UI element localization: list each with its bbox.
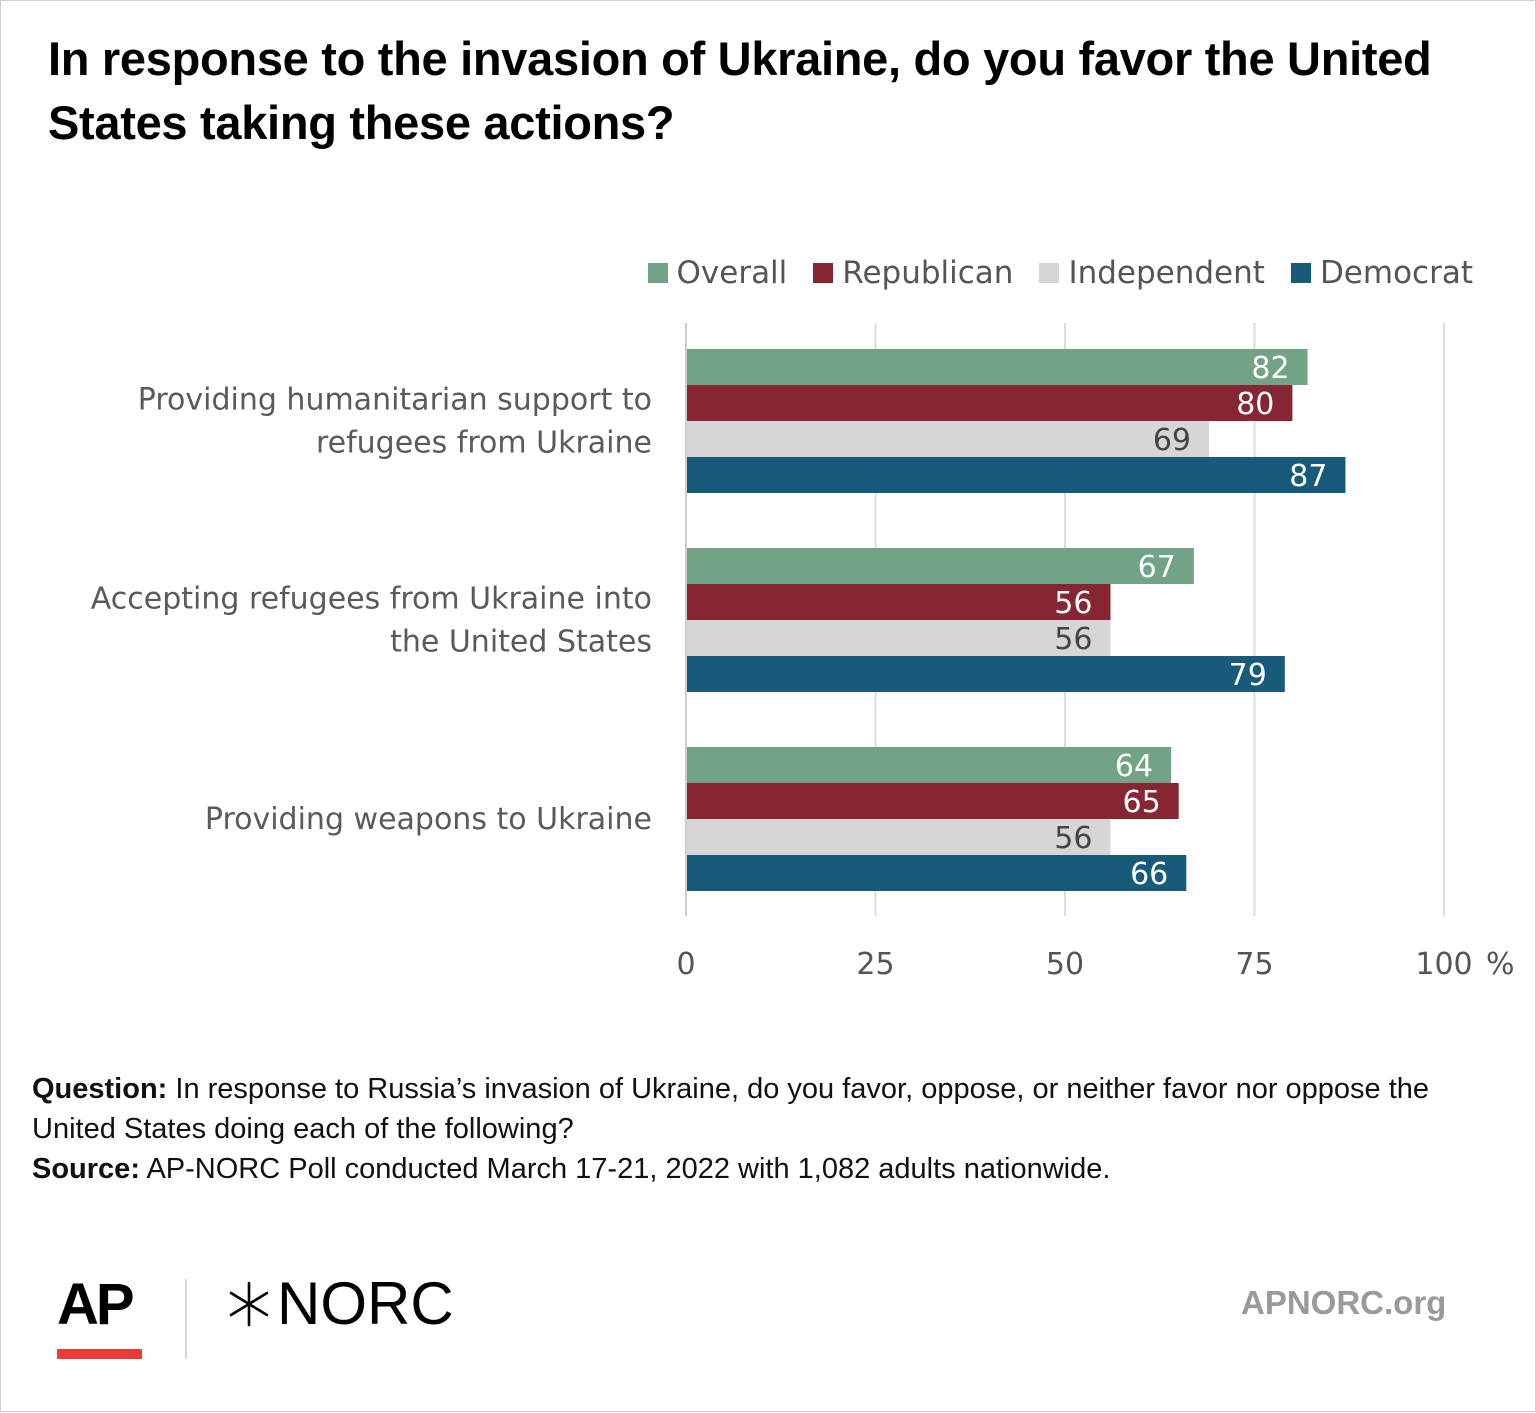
bar-value-label: 64 — [1115, 749, 1153, 784]
legend-item-overall: Overall — [647, 255, 788, 291]
bar-democrat — [686, 656, 1285, 692]
chart-notes: Question: In response to Russia’s invasi… — [32, 1069, 1472, 1189]
bar-republican — [686, 783, 1179, 819]
bar-value-label: 65 — [1123, 785, 1161, 820]
norc-logo: NORC — [223, 1269, 454, 1339]
x-tick-label: 0 — [676, 947, 695, 982]
chart-legend: Overall Republican Independent Democrat — [647, 251, 1473, 295]
bar-value-label: 69 — [1153, 423, 1191, 458]
category-label-line: the United States — [390, 625, 652, 660]
category-label-line: Providing weapons to Ukraine — [205, 802, 652, 837]
bar-democrat — [686, 855, 1187, 891]
bar-overall — [686, 747, 1172, 783]
legend-swatch — [813, 263, 834, 283]
x-tick-label: 25 — [856, 947, 894, 982]
bar-overall — [686, 349, 1308, 385]
category-label: Accepting refugees from Ukraine into the … — [91, 582, 652, 660]
bar-value-label: 56 — [1054, 622, 1092, 657]
bar-value-label: 87 — [1289, 459, 1327, 494]
logo-divider — [185, 1279, 187, 1359]
norc-star-icon — [229, 1281, 269, 1327]
source-text: AP-NORC Poll conducted March 17-21, 2022… — [146, 1153, 1111, 1185]
bar-value-label: 66 — [1130, 857, 1168, 892]
x-tick-label: 75 — [1235, 947, 1273, 982]
bar-independent — [686, 421, 1210, 457]
source-label: Source: — [32, 1153, 140, 1185]
bar-value-label: 67 — [1138, 550, 1176, 585]
legend-item-democrat: Democrat — [1290, 255, 1473, 291]
legend-swatch — [647, 263, 668, 283]
bar-value-label: 80 — [1236, 387, 1274, 422]
legend-item-republican: Republican — [813, 255, 1013, 291]
ap-logo: AP — [57, 1272, 135, 1337]
legend-label: Democrat — [1319, 255, 1473, 291]
bar-republican — [686, 584, 1111, 620]
bar-independent — [686, 620, 1111, 656]
x-axis-unit: % — [1486, 947, 1515, 982]
bar-democrat — [686, 457, 1346, 493]
question-text: In response to Russia’s invasion of Ukra… — [32, 1073, 1430, 1145]
legend-label: Independent — [1068, 255, 1265, 291]
bar-value-label: 79 — [1229, 658, 1267, 693]
category-label-line: Providing humanitarian support to — [138, 383, 652, 418]
category-label-line: Accepting refugees from Ukraine into — [91, 582, 652, 617]
ap-logo-underline — [57, 1349, 142, 1359]
bar-republican — [686, 385, 1293, 421]
bar-independent — [686, 819, 1111, 855]
legend-swatch — [1290, 263, 1311, 283]
bar-overall — [686, 548, 1194, 584]
legend-swatch — [1039, 263, 1060, 283]
bar-value-label: 56 — [1054, 586, 1092, 621]
question-label: Question: — [32, 1073, 168, 1105]
x-tick-label: 50 — [1046, 947, 1084, 982]
website-label: APNORC.org — [1241, 1284, 1447, 1321]
bar-value-label: 82 — [1251, 351, 1289, 386]
legend-label: Republican — [842, 255, 1014, 291]
norc-logo-text: NORC — [277, 1270, 454, 1337]
x-tick-label: 100 — [1415, 947, 1472, 982]
legend-item-independent: Independent — [1039, 255, 1265, 291]
category-label-line: refugees from Ukraine — [316, 426, 652, 461]
category-label: Providing humanitarian support to refugee… — [138, 383, 652, 461]
chart-title: In response to the invasion of Ukraine, … — [48, 32, 1432, 149]
bar-value-label: 56 — [1054, 821, 1092, 856]
category-label: Providing weapons to Ukraine — [205, 802, 652, 837]
legend-label: Overall — [676, 255, 788, 291]
